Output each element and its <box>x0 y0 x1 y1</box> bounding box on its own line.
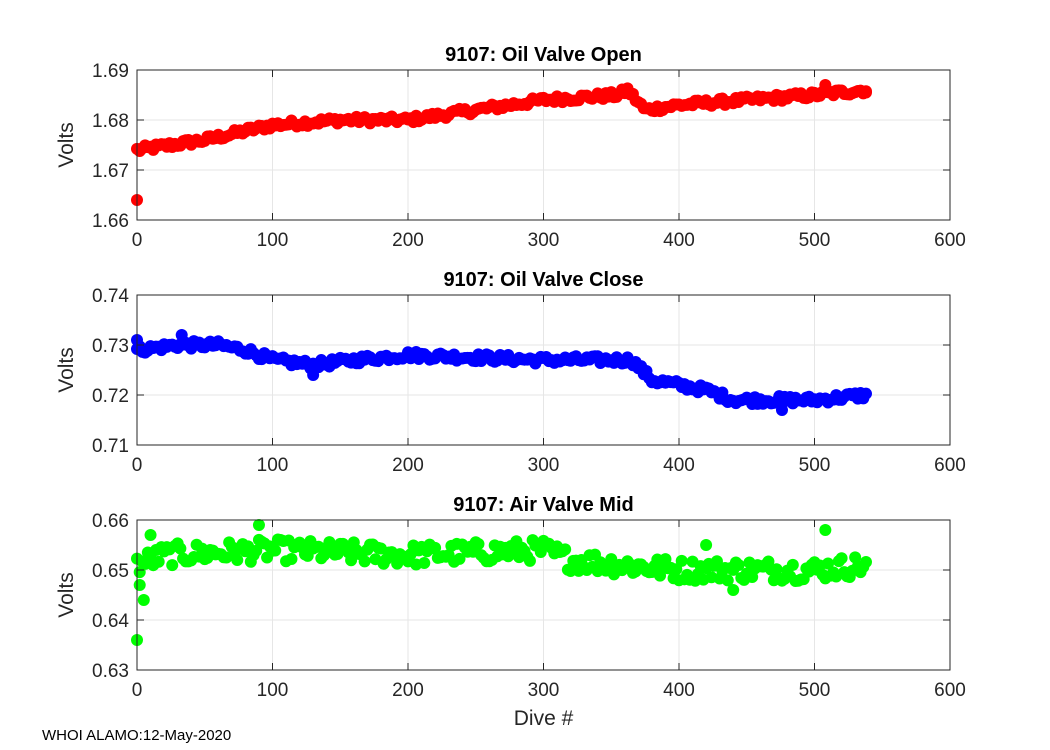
x-tick-label: 300 <box>528 680 560 701</box>
x-tick-label: 400 <box>663 680 695 701</box>
y-tick-label: 0.73 <box>92 336 129 357</box>
data-point <box>269 544 282 557</box>
chart-title: 9107: Air Valve Mid <box>453 494 633 516</box>
data-point <box>859 555 872 568</box>
data-point <box>654 569 667 582</box>
data-point <box>152 555 165 568</box>
x-tick-label: 200 <box>392 680 424 701</box>
y-tick-label: 1.66 <box>92 211 129 232</box>
x-tick-label: 600 <box>934 230 966 251</box>
y-tick-label: 0.65 <box>92 561 129 582</box>
data-point <box>144 529 157 541</box>
data-series <box>131 519 872 646</box>
y-tick-label: 0.63 <box>92 661 129 682</box>
y-tick-label: 0.74 <box>92 286 129 307</box>
chart-panel-2: 0 100 200 300 400 500 600 0.71 0.72 0.73 0.74 9107:… <box>55 269 966 476</box>
x-tick-label: 300 <box>528 230 560 251</box>
y-axis-label: Volts <box>55 122 78 168</box>
x-tick-label: 0 <box>132 455 143 476</box>
data-point <box>700 539 713 551</box>
data-point <box>307 369 320 381</box>
data-point <box>770 563 783 576</box>
data-point <box>721 574 734 587</box>
data-point <box>472 537 485 550</box>
x-tick-label: 500 <box>799 680 831 701</box>
x-tick-label: 100 <box>257 680 289 701</box>
data-point <box>137 594 150 606</box>
x-axis-label: Dive # <box>514 707 574 730</box>
data-point <box>331 547 344 560</box>
chart-panel-1: 0 100 200 300 400 500 600 1.66 1.67 1.68 1.69 9107:… <box>55 44 966 251</box>
data-point <box>786 558 799 571</box>
data-series <box>131 329 872 416</box>
data-point <box>453 552 466 565</box>
data-point <box>732 558 745 571</box>
data-point <box>250 544 263 557</box>
x-tick-label: 300 <box>528 455 560 476</box>
y-tick-label: 0.64 <box>92 611 129 632</box>
data-point <box>175 329 188 341</box>
data-point <box>822 557 835 570</box>
x-tick-label: 500 <box>799 455 831 476</box>
data-point <box>534 546 547 559</box>
data-point <box>358 555 371 568</box>
data-point <box>559 543 572 556</box>
data-point <box>285 552 298 565</box>
x-tick-label: 500 <box>799 230 831 251</box>
data-point <box>859 387 872 400</box>
data-series <box>131 79 872 206</box>
x-tick-label: 100 <box>257 230 289 251</box>
x-tick-label: 100 <box>257 455 289 476</box>
y-tick-label: 1.68 <box>92 111 129 132</box>
y-tick-label: 0.66 <box>92 511 129 532</box>
y-tick-label: 0.72 <box>92 386 129 407</box>
data-point <box>523 554 536 567</box>
x-tick-label: 200 <box>392 230 424 251</box>
data-point <box>659 553 672 566</box>
y-tick-label: 0.71 <box>92 436 129 457</box>
data-point <box>418 557 431 570</box>
data-point <box>429 541 442 554</box>
data-point <box>775 404 788 416</box>
chart-panel-3: 0 100 200 300 400 500 600 0.63 0.64 0.65 0.66 9107:… <box>55 494 966 730</box>
y-axis-label: Volts <box>55 572 78 618</box>
y-tick-label: 1.67 <box>92 161 129 182</box>
footer-label: WHOI ALAMO:12-May-2020 <box>42 727 232 744</box>
data-point <box>819 524 832 536</box>
data-point <box>133 579 146 591</box>
y-axis-label: Volts <box>55 347 78 393</box>
x-tick-label: 600 <box>934 680 966 701</box>
x-tick-label: 200 <box>392 455 424 476</box>
x-tick-label: 400 <box>663 230 695 251</box>
x-tick-label: 0 <box>132 680 143 701</box>
data-point <box>710 555 723 568</box>
y-tick-label: 1.69 <box>92 61 129 82</box>
data-point <box>174 542 187 555</box>
x-tick-label: 400 <box>663 455 695 476</box>
chart-title: 9107: Oil Valve Open <box>445 44 642 66</box>
data-point <box>345 554 358 567</box>
data-point <box>835 552 848 565</box>
data-point <box>819 79 832 91</box>
x-tick-label: 600 <box>934 455 966 476</box>
data-point <box>727 584 740 596</box>
data-point <box>166 559 179 572</box>
data-point <box>231 554 244 567</box>
data-point <box>252 519 265 531</box>
x-tick-label: 0 <box>132 230 143 251</box>
data-point <box>675 554 688 567</box>
chart-title: 9107: Oil Valve Close <box>443 269 643 291</box>
data-point <box>859 86 872 99</box>
